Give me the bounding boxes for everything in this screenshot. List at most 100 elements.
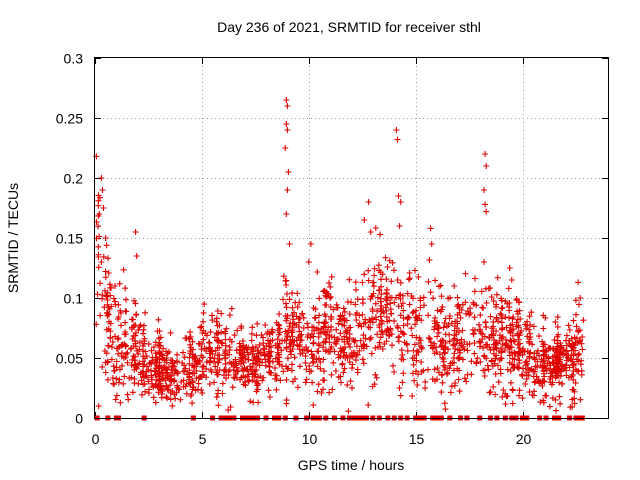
data-point <box>275 344 282 351</box>
data-point <box>150 344 157 351</box>
data-point <box>391 267 397 274</box>
data-point <box>372 344 379 351</box>
data-point <box>266 364 273 370</box>
data-point <box>283 277 290 284</box>
data-point <box>471 340 478 346</box>
data-point <box>171 370 178 377</box>
data-point <box>140 330 146 337</box>
data-point <box>539 383 546 389</box>
data-point <box>310 339 317 346</box>
data-point <box>391 318 398 325</box>
data-point <box>308 348 315 355</box>
data-point <box>509 400 516 407</box>
data-point <box>95 192 102 199</box>
data-point <box>160 365 167 372</box>
data-point <box>286 323 293 330</box>
data-point <box>382 304 389 311</box>
data-point <box>412 321 419 328</box>
data-point <box>283 211 290 217</box>
data-point <box>394 277 401 283</box>
data-point <box>105 342 112 349</box>
data-point <box>129 324 135 331</box>
data-point <box>315 341 322 348</box>
data-point <box>322 324 329 331</box>
data-point <box>444 369 451 376</box>
data-point <box>471 350 478 357</box>
data-point <box>115 315 121 322</box>
data-point <box>328 343 335 350</box>
data-point <box>409 309 416 316</box>
data-point <box>338 379 344 386</box>
data-point <box>515 364 522 371</box>
data-point <box>315 326 322 333</box>
data-point <box>450 342 457 349</box>
data-point <box>315 319 322 326</box>
data-point <box>249 370 256 377</box>
data-point <box>229 384 236 391</box>
data-point <box>122 319 129 326</box>
data-point <box>471 288 478 295</box>
data-point <box>450 336 457 343</box>
data-point <box>514 352 521 359</box>
data-point <box>455 303 462 310</box>
data-point <box>186 373 193 380</box>
data-point <box>543 392 550 399</box>
data-point <box>365 267 372 274</box>
x-tick-label: 15 <box>409 431 425 447</box>
data-point <box>434 307 441 314</box>
data-point <box>256 341 263 348</box>
data-point <box>197 324 204 331</box>
data-point <box>105 304 112 311</box>
data-point <box>563 332 570 339</box>
data-point <box>540 325 547 332</box>
data-point <box>266 331 273 338</box>
data-point <box>254 347 261 354</box>
data-point <box>135 380 142 387</box>
data-point <box>288 351 294 358</box>
data-point <box>261 346 268 353</box>
data-point <box>283 363 290 370</box>
data-point <box>397 296 404 302</box>
data-point <box>398 347 405 354</box>
data-point <box>434 376 440 383</box>
data-point <box>400 315 407 322</box>
data-point <box>326 279 332 286</box>
data-point <box>303 376 310 383</box>
data-point <box>356 312 363 319</box>
data-point <box>248 337 255 344</box>
data-point <box>214 308 221 314</box>
data-point <box>376 322 383 328</box>
data-point <box>360 360 367 367</box>
data-point <box>255 381 261 388</box>
data-point <box>102 359 109 366</box>
data-point <box>509 315 516 322</box>
data-point <box>369 279 376 286</box>
data-point <box>238 323 245 330</box>
data-point <box>163 393 170 400</box>
data-point <box>577 396 584 403</box>
data-point <box>200 336 207 343</box>
data-point <box>95 403 102 410</box>
data-point <box>142 388 149 395</box>
data-point <box>417 337 424 344</box>
data-point <box>408 325 415 332</box>
data-point <box>315 334 322 340</box>
data-point <box>570 317 577 324</box>
data-point <box>340 305 347 312</box>
data-point <box>487 388 494 395</box>
data-point <box>342 344 349 351</box>
data-point <box>353 286 359 293</box>
data-point <box>119 362 126 369</box>
data-point <box>568 343 575 350</box>
data-point <box>554 333 561 340</box>
data-point <box>433 344 440 351</box>
data-point <box>142 309 149 316</box>
data-point <box>388 278 395 285</box>
data-point <box>409 332 416 339</box>
data-point <box>112 283 118 289</box>
data-point <box>141 322 147 329</box>
data-point <box>499 393 506 400</box>
data-point <box>490 298 497 305</box>
data-point <box>365 402 372 408</box>
data-point <box>152 350 159 357</box>
